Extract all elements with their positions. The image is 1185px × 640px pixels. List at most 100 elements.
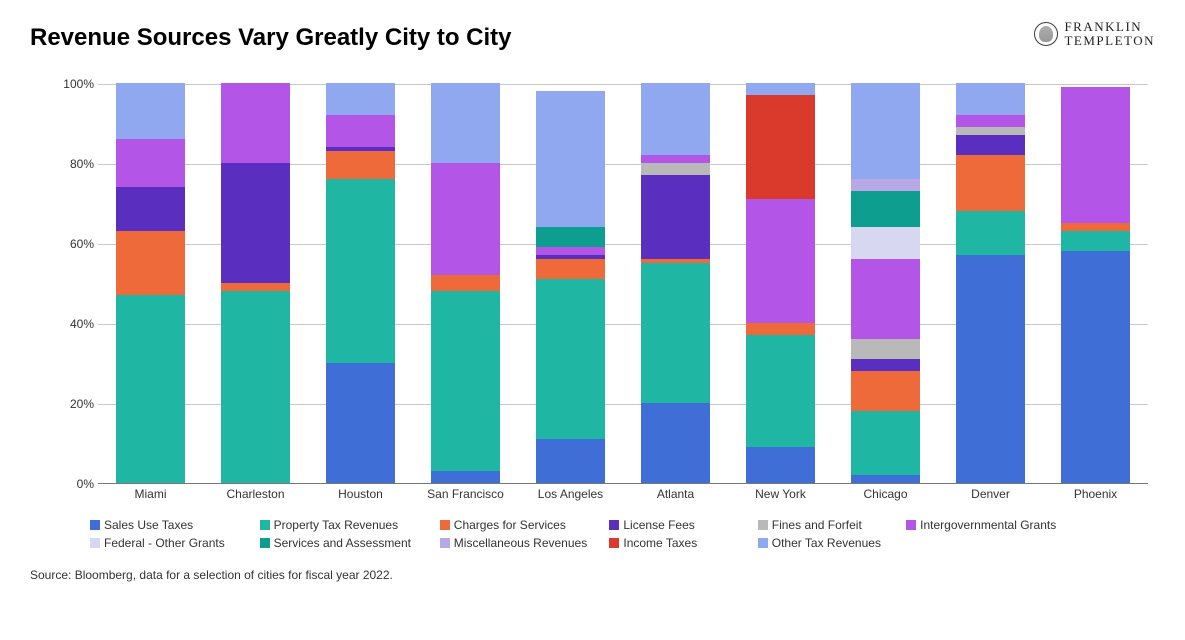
- bar-stack: [221, 83, 290, 483]
- bar-column: Houston: [308, 84, 413, 483]
- bar-segment: [116, 295, 185, 483]
- legend-swatch-icon: [440, 538, 450, 548]
- legend-swatch-icon: [90, 538, 100, 548]
- bar-column: Miami: [98, 84, 203, 483]
- bar-stack: [431, 83, 500, 483]
- legend-label: Federal - Other Grants: [104, 536, 225, 550]
- bar-segment: [1061, 223, 1130, 231]
- bar-segment: [641, 83, 710, 155]
- legend-swatch-icon: [609, 538, 619, 548]
- bar-segment: [851, 179, 920, 191]
- bar-segment: [641, 263, 710, 403]
- bar-segment: [536, 247, 605, 255]
- y-tick-label: 60%: [58, 237, 94, 251]
- legend-swatch-icon: [758, 538, 768, 548]
- bar-segment: [851, 259, 920, 339]
- legend-swatch-icon: [90, 520, 100, 530]
- x-tick-label: New York: [728, 483, 833, 501]
- legend-label: Intergovernmental Grants: [920, 518, 1056, 532]
- legend-item: Sales Use Taxes: [90, 518, 260, 532]
- bar-segment: [641, 403, 710, 483]
- bar-stack: [536, 91, 605, 483]
- bar-segment: [956, 155, 1025, 211]
- bar-segment: [221, 83, 290, 163]
- bar-segment: [116, 187, 185, 231]
- bar-column: San Francisco: [413, 84, 518, 483]
- bar-segment: [1061, 231, 1130, 251]
- bar-stack: [326, 83, 395, 483]
- legend-item: Miscellaneous Revenues: [440, 536, 610, 550]
- bar-segment: [641, 155, 710, 163]
- bar-segment: [746, 199, 815, 323]
- bar-segment: [1061, 87, 1130, 223]
- brand-logo: FRANKLIN TEMPLETON: [1034, 20, 1155, 47]
- bar-segment: [851, 339, 920, 359]
- y-tick-label: 0%: [58, 477, 94, 491]
- bar-segment: [641, 163, 710, 175]
- legend-label: Fines and Forfeit: [772, 518, 862, 532]
- legend-item: License Fees: [609, 518, 757, 532]
- bar-segment: [431, 163, 500, 275]
- brand-line-2: TEMPLETON: [1064, 34, 1155, 48]
- bars-container: MiamiCharlestonHoustonSan FranciscoLos A…: [98, 84, 1148, 483]
- bar-column: Chicago: [833, 84, 938, 483]
- bar-segment: [431, 83, 500, 163]
- brand-line-1: FRANKLIN: [1064, 20, 1155, 34]
- legend-item: Federal - Other Grants: [90, 536, 260, 550]
- bar-segment: [1061, 251, 1130, 483]
- bar-segment: [956, 135, 1025, 155]
- bar-segment: [326, 83, 395, 115]
- x-tick-label: Miami: [98, 483, 203, 501]
- bar-segment: [746, 95, 815, 199]
- bar-segment: [536, 227, 605, 247]
- bar-stack: [116, 83, 185, 483]
- bar-segment: [956, 83, 1025, 115]
- legend-label: License Fees: [623, 518, 694, 532]
- bar-segment: [221, 291, 290, 483]
- y-tick-label: 100%: [58, 77, 94, 91]
- bar-segment: [221, 283, 290, 291]
- y-tick-label: 20%: [58, 397, 94, 411]
- legend-swatch-icon: [906, 520, 916, 530]
- plot-area: MiamiCharlestonHoustonSan FranciscoLos A…: [98, 84, 1148, 484]
- bar-segment: [746, 323, 815, 335]
- bar-segment: [536, 279, 605, 439]
- x-tick-label: San Francisco: [413, 483, 518, 501]
- bar-segment: [326, 363, 395, 483]
- header-row: Revenue Sources Vary Greatly City to Cit…: [30, 20, 1155, 52]
- bar-segment: [536, 259, 605, 279]
- bar-segment: [851, 475, 920, 483]
- x-tick-label: Phoenix: [1043, 483, 1148, 501]
- x-tick-label: Denver: [938, 483, 1043, 501]
- bar-segment: [536, 439, 605, 483]
- bar-segment: [326, 179, 395, 363]
- bar-segment: [746, 447, 815, 483]
- bar-stack: [641, 83, 710, 483]
- chart-area: 0%20%40%60%80%100% MiamiCharlestonHousto…: [58, 84, 1148, 504]
- bar-segment: [956, 255, 1025, 483]
- legend-item: Fines and Forfeit: [758, 518, 906, 532]
- bar-column: Atlanta: [623, 84, 728, 483]
- legend-swatch-icon: [609, 520, 619, 530]
- brand-logo-icon: [1034, 22, 1058, 46]
- bar-stack: [746, 83, 815, 483]
- x-tick-label: Houston: [308, 483, 413, 501]
- bar-segment: [956, 127, 1025, 135]
- legend-label: Services and Assessment: [274, 536, 411, 550]
- bar-segment: [431, 275, 500, 291]
- bar-segment: [116, 231, 185, 295]
- bar-segment: [326, 115, 395, 147]
- bar-segment: [116, 139, 185, 187]
- legend-swatch-icon: [260, 520, 270, 530]
- x-tick-label: Los Angeles: [518, 483, 623, 501]
- bar-segment: [851, 191, 920, 227]
- legend-item: Property Tax Revenues: [260, 518, 440, 532]
- bar-column: Los Angeles: [518, 84, 623, 483]
- bar-stack: [956, 83, 1025, 483]
- bar-segment: [431, 291, 500, 471]
- page-root: Revenue Sources Vary Greatly City to Cit…: [0, 0, 1185, 640]
- legend-swatch-icon: [260, 538, 270, 548]
- legend-label: Charges for Services: [454, 518, 566, 532]
- bar-segment: [536, 91, 605, 227]
- legend-item: Intergovernmental Grants: [906, 518, 1150, 532]
